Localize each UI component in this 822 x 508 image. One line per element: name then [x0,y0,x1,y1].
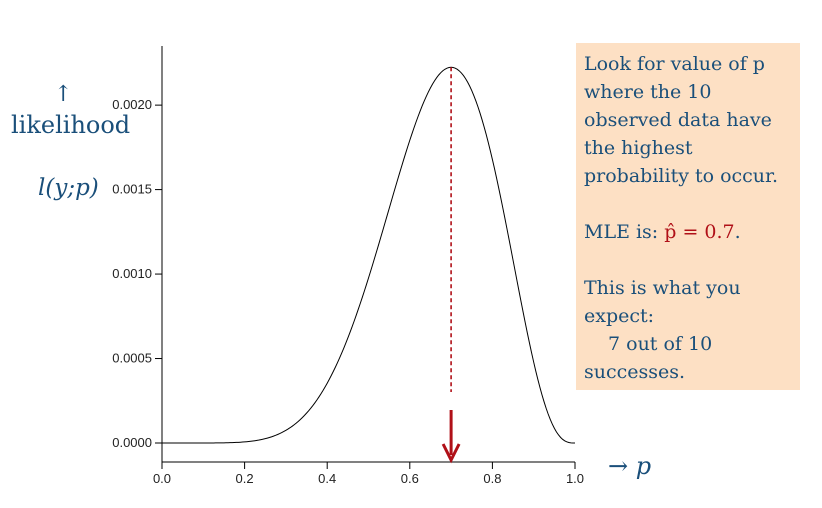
y-tick-label: 0.0010 [112,266,152,281]
chart-axes: 0.0000 0.0005 0.0010 0.0015 0.0020 0.0 0.2 0.4 0… [112,46,584,486]
x-axis-label: → p [608,452,652,480]
x-tick-label: 0.4 [318,471,336,486]
y-axis-symbol: l(y;p) [38,175,99,201]
note-paragraph-1: Look for value of p where the 10 observe… [584,53,779,187]
y-tick-label: 0.0015 [112,182,152,197]
y-axis-arrow: ↑ [54,82,73,107]
y-tick-label: 0.0020 [112,97,152,112]
y-tick-label: 0.0005 [112,351,152,366]
x-tick-label: 0.8 [483,471,501,486]
note-line-successes: successes. [584,361,686,383]
x-tick-label: 1.0 [566,471,584,486]
note-paragraph-3: This is what you expect: 7 out of 10 suc… [584,274,792,386]
mle-arrow-head [441,443,461,464]
note-mle-line: MLE is: p̂ = 0.7. [584,218,792,246]
y-axis-label: likelihood [11,111,131,139]
note-line-expect: This is what you expect: [584,277,741,327]
explanation-note: Look for value of p where the 10 observe… [576,43,800,390]
y-tick-label: 0.0000 [112,435,152,450]
note-line-count: 7 out of 10 [608,333,713,355]
mle-value: p̂ = 0.7 [664,221,735,243]
x-tick-label: 0.2 [236,471,254,486]
mle-prefix: MLE is: [584,221,665,243]
likelihood-curve [162,66,576,444]
x-tick-label: 0.0 [153,471,171,486]
x-tick-label: 0.6 [401,471,419,486]
chart-marks [162,66,576,464]
mle-suffix: . [734,221,741,243]
